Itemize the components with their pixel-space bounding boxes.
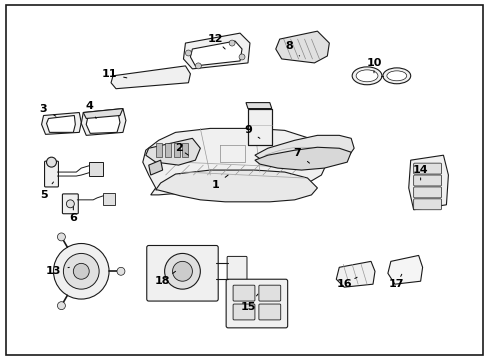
Circle shape [185,50,191,56]
FancyBboxPatch shape [62,194,78,214]
FancyBboxPatch shape [173,143,179,157]
Text: 6: 6 [69,207,77,223]
Circle shape [172,261,192,281]
Text: 12: 12 [207,34,224,49]
Text: 4: 4 [85,100,96,118]
FancyBboxPatch shape [258,304,280,320]
Text: 2: 2 [174,143,188,155]
Polygon shape [46,116,75,132]
FancyBboxPatch shape [233,304,254,320]
Polygon shape [408,155,447,210]
Polygon shape [275,31,328,63]
Polygon shape [387,255,422,284]
FancyBboxPatch shape [413,175,441,186]
Ellipse shape [355,70,377,82]
Ellipse shape [386,71,406,81]
Polygon shape [254,147,350,170]
Text: 17: 17 [388,274,404,289]
FancyBboxPatch shape [225,279,287,328]
Text: 11: 11 [101,69,126,79]
Polygon shape [336,261,374,287]
Circle shape [57,302,65,310]
FancyBboxPatch shape [413,187,441,198]
Circle shape [195,63,201,69]
Polygon shape [83,109,122,118]
Polygon shape [183,33,249,69]
FancyBboxPatch shape [413,199,441,210]
Polygon shape [245,103,271,109]
Circle shape [239,54,244,60]
Circle shape [46,157,56,167]
Circle shape [229,40,235,46]
Text: 3: 3 [40,104,56,116]
Text: 9: 9 [244,125,259,138]
FancyBboxPatch shape [233,285,254,301]
Circle shape [73,264,89,279]
Polygon shape [247,109,271,145]
Polygon shape [155,170,317,202]
Polygon shape [81,109,126,135]
FancyBboxPatch shape [89,162,103,176]
Circle shape [164,253,200,289]
Circle shape [117,267,124,275]
Text: 16: 16 [336,277,356,289]
Text: 18: 18 [155,271,175,286]
Text: 10: 10 [366,58,381,73]
Circle shape [53,243,109,299]
Ellipse shape [382,68,410,84]
FancyBboxPatch shape [226,256,246,280]
Text: 5: 5 [40,182,53,200]
FancyBboxPatch shape [164,143,170,157]
FancyBboxPatch shape [413,163,441,174]
FancyBboxPatch shape [182,143,188,157]
Polygon shape [145,138,200,165]
Text: 13: 13 [46,266,69,276]
Polygon shape [190,41,242,66]
Polygon shape [142,129,326,196]
Ellipse shape [351,67,381,85]
FancyBboxPatch shape [146,246,218,301]
Circle shape [57,233,65,241]
Text: 14: 14 [412,165,427,180]
Text: 7: 7 [293,148,309,163]
Circle shape [66,200,74,208]
FancyBboxPatch shape [155,143,162,157]
Polygon shape [86,113,120,133]
FancyBboxPatch shape [103,193,115,205]
Text: 15: 15 [240,294,257,312]
Text: 8: 8 [285,41,299,56]
Text: 1: 1 [211,175,228,190]
Polygon shape [41,113,81,134]
Polygon shape [148,160,163,175]
Polygon shape [111,66,190,89]
Polygon shape [254,135,353,168]
FancyBboxPatch shape [258,285,280,301]
FancyBboxPatch shape [44,161,59,187]
Circle shape [63,253,99,289]
